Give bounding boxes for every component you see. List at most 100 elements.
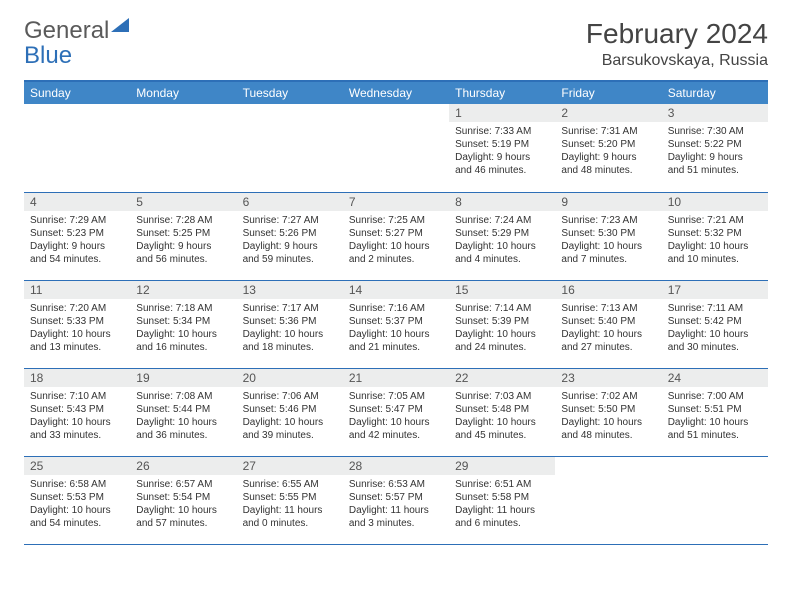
day-cell: 2Sunrise: 7:31 AMSunset: 5:20 PMDaylight…: [555, 104, 661, 192]
empty-cell: [343, 104, 449, 192]
day-details: Sunrise: 7:11 AMSunset: 5:42 PMDaylight:…: [662, 299, 768, 358]
day-number: 16: [555, 281, 661, 299]
day-cell: 8Sunrise: 7:24 AMSunset: 5:29 PMDaylight…: [449, 192, 555, 280]
day-cell: 24Sunrise: 7:00 AMSunset: 5:51 PMDayligh…: [662, 368, 768, 456]
header: GeneralBlue February 2024 Barsukovskaya,…: [24, 18, 768, 70]
day-details: Sunrise: 7:06 AMSunset: 5:46 PMDaylight:…: [237, 387, 343, 446]
day-number: 5: [130, 193, 236, 211]
day-cell: 27Sunrise: 6:55 AMSunset: 5:55 PMDayligh…: [237, 456, 343, 544]
logo-text-2: Blue: [24, 42, 72, 69]
day-cell: 14Sunrise: 7:16 AMSunset: 5:37 PMDayligh…: [343, 280, 449, 368]
day-cell: 15Sunrise: 7:14 AMSunset: 5:39 PMDayligh…: [449, 280, 555, 368]
day-number: 8: [449, 193, 555, 211]
day-details: Sunrise: 7:24 AMSunset: 5:29 PMDaylight:…: [449, 211, 555, 270]
weekday-header: Friday: [555, 81, 661, 104]
calendar-row: 11Sunrise: 7:20 AMSunset: 5:33 PMDayligh…: [24, 280, 768, 368]
day-cell: 22Sunrise: 7:03 AMSunset: 5:48 PMDayligh…: [449, 368, 555, 456]
day-details: Sunrise: 7:13 AMSunset: 5:40 PMDaylight:…: [555, 299, 661, 358]
empty-cell: [662, 456, 768, 544]
day-number: 1: [449, 104, 555, 122]
day-details: Sunrise: 6:57 AMSunset: 5:54 PMDaylight:…: [130, 475, 236, 534]
day-cell: 1Sunrise: 7:33 AMSunset: 5:19 PMDaylight…: [449, 104, 555, 192]
day-number: 12: [130, 281, 236, 299]
day-cell: 29Sunrise: 6:51 AMSunset: 5:58 PMDayligh…: [449, 456, 555, 544]
day-details: Sunrise: 7:00 AMSunset: 5:51 PMDaylight:…: [662, 387, 768, 446]
day-cell: 11Sunrise: 7:20 AMSunset: 5:33 PMDayligh…: [24, 280, 130, 368]
day-number: 7: [343, 193, 449, 211]
logo-text-1: General: [24, 17, 109, 44]
day-number: 23: [555, 369, 661, 387]
day-details: Sunrise: 6:53 AMSunset: 5:57 PMDaylight:…: [343, 475, 449, 534]
day-cell: 18Sunrise: 7:10 AMSunset: 5:43 PMDayligh…: [24, 368, 130, 456]
day-details: Sunrise: 7:16 AMSunset: 5:37 PMDaylight:…: [343, 299, 449, 358]
day-cell: 12Sunrise: 7:18 AMSunset: 5:34 PMDayligh…: [130, 280, 236, 368]
day-number: 25: [24, 457, 130, 475]
day-details: Sunrise: 7:05 AMSunset: 5:47 PMDaylight:…: [343, 387, 449, 446]
day-details: Sunrise: 6:58 AMSunset: 5:53 PMDaylight:…: [24, 475, 130, 534]
day-details: Sunrise: 7:17 AMSunset: 5:36 PMDaylight:…: [237, 299, 343, 358]
day-number: 29: [449, 457, 555, 475]
day-number: 22: [449, 369, 555, 387]
weekday-header: Wednesday: [343, 81, 449, 104]
day-details: Sunrise: 7:03 AMSunset: 5:48 PMDaylight:…: [449, 387, 555, 446]
day-number: 9: [555, 193, 661, 211]
day-cell: 26Sunrise: 6:57 AMSunset: 5:54 PMDayligh…: [130, 456, 236, 544]
day-cell: 23Sunrise: 7:02 AMSunset: 5:50 PMDayligh…: [555, 368, 661, 456]
calendar-row: 4Sunrise: 7:29 AMSunset: 5:23 PMDaylight…: [24, 192, 768, 280]
day-details: Sunrise: 7:18 AMSunset: 5:34 PMDaylight:…: [130, 299, 236, 358]
day-details: Sunrise: 7:28 AMSunset: 5:25 PMDaylight:…: [130, 211, 236, 270]
weekday-header: Tuesday: [237, 81, 343, 104]
day-cell: 16Sunrise: 7:13 AMSunset: 5:40 PMDayligh…: [555, 280, 661, 368]
day-cell: 3Sunrise: 7:30 AMSunset: 5:22 PMDaylight…: [662, 104, 768, 192]
day-number: 6: [237, 193, 343, 211]
day-details: Sunrise: 7:25 AMSunset: 5:27 PMDaylight:…: [343, 211, 449, 270]
day-number: 13: [237, 281, 343, 299]
day-cell: 19Sunrise: 7:08 AMSunset: 5:44 PMDayligh…: [130, 368, 236, 456]
day-cell: 17Sunrise: 7:11 AMSunset: 5:42 PMDayligh…: [662, 280, 768, 368]
day-number: 19: [130, 369, 236, 387]
weekday-header-row: SundayMondayTuesdayWednesdayThursdayFrid…: [24, 81, 768, 104]
weekday-header: Saturday: [662, 81, 768, 104]
day-details: Sunrise: 7:10 AMSunset: 5:43 PMDaylight:…: [24, 387, 130, 446]
day-cell: 28Sunrise: 6:53 AMSunset: 5:57 PMDayligh…: [343, 456, 449, 544]
day-details: Sunrise: 7:27 AMSunset: 5:26 PMDaylight:…: [237, 211, 343, 270]
day-number: 17: [662, 281, 768, 299]
weekday-header: Thursday: [449, 81, 555, 104]
day-number: 14: [343, 281, 449, 299]
day-number: 28: [343, 457, 449, 475]
title-block: February 2024 Barsukovskaya, Russia: [586, 18, 768, 70]
day-cell: 4Sunrise: 7:29 AMSunset: 5:23 PMDaylight…: [24, 192, 130, 280]
day-number: 20: [237, 369, 343, 387]
day-number: 4: [24, 193, 130, 211]
day-number: 11: [24, 281, 130, 299]
weekday-header: Sunday: [24, 81, 130, 104]
calendar-row: 1Sunrise: 7:33 AMSunset: 5:19 PMDaylight…: [24, 104, 768, 192]
day-cell: 20Sunrise: 7:06 AMSunset: 5:46 PMDayligh…: [237, 368, 343, 456]
calendar-row: 18Sunrise: 7:10 AMSunset: 5:43 PMDayligh…: [24, 368, 768, 456]
empty-cell: [237, 104, 343, 192]
month-title: February 2024: [586, 18, 768, 50]
day-cell: 21Sunrise: 7:05 AMSunset: 5:47 PMDayligh…: [343, 368, 449, 456]
day-cell: 7Sunrise: 7:25 AMSunset: 5:27 PMDaylight…: [343, 192, 449, 280]
logo-sail-icon: [111, 18, 129, 32]
day-number: 10: [662, 193, 768, 211]
empty-cell: [24, 104, 130, 192]
day-details: Sunrise: 7:23 AMSunset: 5:30 PMDaylight:…: [555, 211, 661, 270]
day-details: Sunrise: 7:29 AMSunset: 5:23 PMDaylight:…: [24, 211, 130, 270]
calendar-table: SundayMondayTuesdayWednesdayThursdayFrid…: [24, 80, 768, 545]
day-number: 2: [555, 104, 661, 122]
day-number: 15: [449, 281, 555, 299]
day-details: Sunrise: 7:21 AMSunset: 5:32 PMDaylight:…: [662, 211, 768, 270]
calendar-body: 1Sunrise: 7:33 AMSunset: 5:19 PMDaylight…: [24, 104, 768, 544]
day-details: Sunrise: 7:31 AMSunset: 5:20 PMDaylight:…: [555, 122, 661, 181]
day-number: 21: [343, 369, 449, 387]
logo: GeneralBlue: [24, 18, 129, 68]
day-cell: 6Sunrise: 7:27 AMSunset: 5:26 PMDaylight…: [237, 192, 343, 280]
day-number: 27: [237, 457, 343, 475]
calendar-row: 25Sunrise: 6:58 AMSunset: 5:53 PMDayligh…: [24, 456, 768, 544]
day-details: Sunrise: 7:08 AMSunset: 5:44 PMDaylight:…: [130, 387, 236, 446]
day-number: 26: [130, 457, 236, 475]
empty-cell: [555, 456, 661, 544]
day-details: Sunrise: 7:30 AMSunset: 5:22 PMDaylight:…: [662, 122, 768, 181]
day-cell: 25Sunrise: 6:58 AMSunset: 5:53 PMDayligh…: [24, 456, 130, 544]
